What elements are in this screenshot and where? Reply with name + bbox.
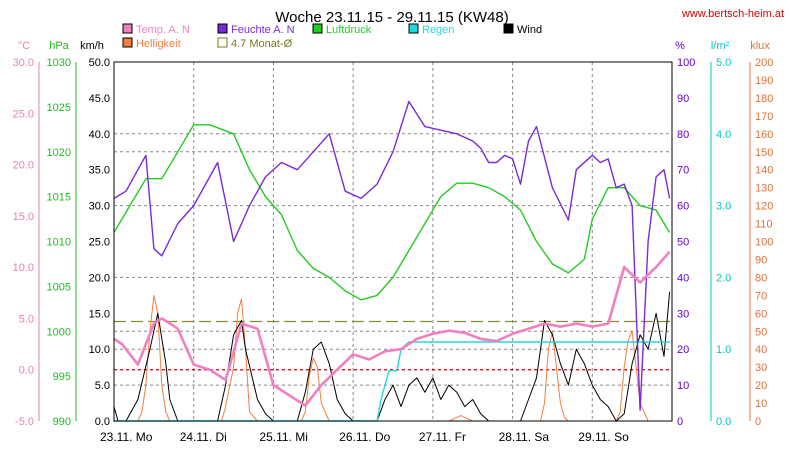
axis-0-tick-3: 15.0 bbox=[13, 211, 34, 223]
axis-0-tick-7: -5.0 bbox=[15, 416, 34, 428]
legend-swatch-2 bbox=[313, 24, 322, 33]
axis-3-tick-4: 60 bbox=[677, 201, 689, 213]
axis-2-tick-2: 40.0 bbox=[89, 129, 110, 141]
axis-1-tick-1: 1025 bbox=[47, 102, 71, 114]
axis-5-tick-12: 80 bbox=[755, 272, 767, 284]
axis-5-tick-4: 160 bbox=[755, 129, 773, 141]
axis-0-tick-0: 30.0 bbox=[13, 57, 34, 69]
legend-label-0: Temp. A. N bbox=[136, 24, 190, 36]
axis-2-tick-8: 10.0 bbox=[89, 344, 110, 356]
axis-1-tick-0: 1030 bbox=[47, 57, 71, 69]
axis-2-tick-4: 30.0 bbox=[89, 201, 110, 213]
axis-0-tick-4: 10.0 bbox=[13, 262, 34, 274]
axis-5-tick-17: 30 bbox=[755, 362, 767, 374]
axis-3-tick-0: 100 bbox=[677, 57, 695, 69]
axis-0-tick-2: 20.0 bbox=[13, 160, 34, 172]
legend-label-6: 4.7 Monat-Ø bbox=[231, 38, 293, 50]
legend-swatch-1 bbox=[218, 24, 227, 33]
axis-unit-4: l/m² bbox=[711, 40, 730, 52]
axis-3-tick-8: 20 bbox=[677, 344, 689, 356]
axis-4-tick-2: 3.0 bbox=[716, 201, 731, 213]
axis-unit-5: klux bbox=[750, 40, 770, 52]
legend-swatch-4 bbox=[504, 24, 513, 33]
axis-5-tick-13: 70 bbox=[755, 290, 767, 302]
x-tick-label-1: 24.11. Di bbox=[180, 430, 227, 444]
axis-3-tick-2: 80 bbox=[677, 129, 689, 141]
legend-swatch-0 bbox=[123, 24, 132, 33]
x-tick-label-5: 28.11. Sa bbox=[499, 430, 550, 444]
axis-3-tick-7: 30 bbox=[677, 308, 689, 320]
axis-3-tick-3: 70 bbox=[677, 165, 689, 177]
axis-2-tick-5: 25.0 bbox=[89, 237, 110, 249]
legend-label-1: Feuchte A. N bbox=[231, 24, 295, 36]
axis-5-tick-7: 130 bbox=[755, 183, 773, 195]
axis-5-tick-10: 100 bbox=[755, 237, 773, 249]
axis-5-tick-9: 110 bbox=[755, 219, 773, 231]
axis-3-tick-6: 40 bbox=[677, 272, 689, 284]
axis-3-tick-5: 50 bbox=[677, 237, 689, 249]
axis-1-tick-7: 995 bbox=[53, 371, 71, 383]
x-tick-label-3: 26.11. Do bbox=[339, 430, 390, 444]
legend-swatch-5 bbox=[123, 38, 132, 47]
axis-5-tick-14: 60 bbox=[755, 308, 767, 320]
axis-1-tick-8: 990 bbox=[53, 416, 71, 428]
axis-4-tick-1: 4.0 bbox=[716, 129, 731, 141]
axis-3-tick-1: 90 bbox=[677, 93, 689, 105]
axis-1-tick-2: 1020 bbox=[47, 147, 71, 159]
axis-1-tick-5: 1005 bbox=[47, 281, 71, 293]
legend-label-3: Regen bbox=[422, 24, 454, 36]
axis-unit-0: °C bbox=[18, 40, 30, 52]
axis-4-tick-0: 5.0 bbox=[716, 57, 731, 69]
axis-1-tick-4: 1010 bbox=[47, 237, 71, 249]
axis-unit-1: hPa bbox=[49, 40, 69, 52]
axis-5-tick-1: 190 bbox=[755, 75, 773, 87]
axis-5-tick-3: 170 bbox=[755, 111, 773, 123]
axis-5-tick-15: 50 bbox=[755, 326, 767, 338]
axis-4-tick-4: 1.0 bbox=[716, 344, 731, 356]
axis-2-tick-6: 20.0 bbox=[89, 272, 110, 284]
axis-5-tick-18: 20 bbox=[755, 380, 767, 392]
axis-4-tick-3: 2.0 bbox=[716, 272, 731, 284]
x-tick-label-6: 29.11. So bbox=[578, 430, 629, 444]
axis-unit-2: km/h bbox=[80, 40, 104, 52]
axis-5-tick-19: 10 bbox=[755, 398, 767, 410]
axis-4-tick-5: 0.0 bbox=[716, 416, 731, 428]
axis-5-tick-8: 120 bbox=[755, 201, 773, 213]
legend-label-4: Wind bbox=[517, 24, 542, 36]
x-tick-label-0: 23.11. Mo bbox=[100, 430, 153, 444]
axis-5-tick-6: 140 bbox=[755, 165, 773, 177]
axis-5-tick-0: 200 bbox=[755, 57, 773, 69]
source-link[interactable]: www.bertsch-heim.at bbox=[681, 8, 784, 20]
axis-5-tick-20: 0 bbox=[755, 416, 761, 428]
axis-2-tick-0: 50.0 bbox=[89, 57, 110, 69]
chart-title: Woche 23.11.15 - 29.11.15 (KW48) bbox=[275, 9, 508, 26]
legend-label-2: Luftdruck bbox=[326, 24, 372, 36]
axis-2-tick-9: 5.0 bbox=[95, 380, 110, 392]
axis-1-tick-3: 1015 bbox=[47, 192, 71, 204]
axis-5-tick-11: 90 bbox=[755, 254, 767, 266]
axis-2-tick-3: 35.0 bbox=[89, 165, 110, 177]
axis-0-tick-6: 0.0 bbox=[19, 365, 34, 377]
axis-5-tick-2: 180 bbox=[755, 93, 773, 105]
axis-unit-3: % bbox=[675, 40, 685, 52]
axis-0-tick-1: 25.0 bbox=[13, 108, 34, 120]
axis-2-tick-7: 15.0 bbox=[89, 308, 110, 320]
axis-5-tick-5: 150 bbox=[755, 147, 773, 159]
axis-5-tick-16: 40 bbox=[755, 344, 767, 356]
x-tick-label-4: 27.11. Fr bbox=[419, 430, 466, 444]
axis-0-tick-5: 5.0 bbox=[19, 313, 34, 325]
legend-swatch-6 bbox=[218, 38, 227, 47]
x-tick-label-2: 25.11. Mi bbox=[259, 430, 307, 444]
axis-2-tick-10: 0.0 bbox=[95, 416, 110, 428]
legend-label-5: Helligkeit bbox=[136, 38, 181, 50]
legend-swatch-3 bbox=[409, 24, 418, 33]
axis-2-tick-1: 45.0 bbox=[89, 93, 110, 105]
axis-3-tick-10: 0 bbox=[677, 416, 683, 428]
axis-1-tick-6: 1000 bbox=[47, 326, 71, 338]
axis-3-tick-9: 10 bbox=[677, 380, 689, 392]
